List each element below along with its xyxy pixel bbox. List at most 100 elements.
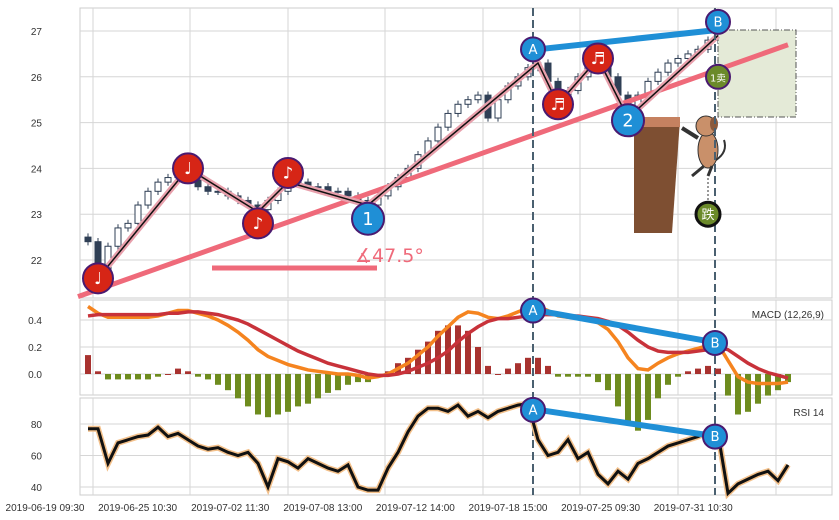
marker-label: B (710, 337, 719, 352)
macd-histogram-bar (265, 374, 271, 418)
cliff-shape (634, 118, 680, 233)
macd-histogram-bar (505, 368, 511, 374)
macd-histogram-bar (255, 374, 261, 415)
macd-histogram-bar (535, 357, 541, 374)
angle-label: ∡47.5° (355, 245, 424, 267)
macd-histogram-bar (485, 365, 491, 374)
marker-circle (82, 262, 114, 295)
macd-histogram-bar (515, 363, 521, 374)
macd-histogram-bar (735, 374, 741, 415)
marker-circle (702, 423, 728, 450)
candle-body (474, 94, 482, 101)
macd-histogram-bar (415, 349, 421, 374)
marker-blue: A (520, 36, 546, 63)
macd-histogram-bar (355, 374, 361, 383)
macd-histogram-bar (705, 365, 711, 374)
candle-body (494, 99, 502, 119)
macd-histogram-bar (575, 374, 581, 377)
dog-part (680, 126, 700, 140)
dog-part (691, 164, 705, 178)
macd-histogram-bar (275, 374, 281, 415)
marker-blue: B (705, 8, 731, 35)
macd-histogram-bar (195, 374, 201, 377)
macd-histogram-bar (85, 355, 91, 374)
cliff-top (634, 117, 680, 127)
rsi-panel (88, 400, 791, 500)
macd-histogram-bar (555, 374, 561, 377)
marker-circle (705, 8, 731, 35)
marker-label: 跌 (701, 207, 714, 223)
marker-blue: B (702, 423, 728, 450)
marker-circle (242, 207, 274, 240)
dog-part (697, 131, 719, 169)
macd-histogram-bar (605, 374, 611, 391)
macd-histogram-bar (205, 374, 211, 380)
macd-histogram-bar (655, 374, 661, 399)
candle-body (344, 190, 352, 197)
macd-histogram-bar (285, 374, 291, 412)
macd-tick-label: 0.0 (28, 370, 42, 381)
marker-red: ♪ (272, 156, 304, 189)
rsi-tick-label: 40 (31, 483, 43, 494)
marker-red: ♩ (172, 152, 204, 185)
macd-histogram-bar (545, 365, 551, 374)
candle-body (154, 181, 162, 192)
macd-histogram-bar (425, 341, 431, 374)
marker-blue: 1 (351, 201, 385, 236)
marker-dark: 跌 (694, 200, 722, 228)
markers: ♩ ♩ ♪ ♪ 1 A ♬ ♬ 2 B 1卖跌 A B A B (82, 8, 731, 450)
marker-red: ♬ (582, 42, 614, 75)
macd-histogram-bar (715, 368, 721, 374)
marker-blue: 2 (611, 103, 645, 138)
marker-label: ♪ (253, 214, 264, 233)
candle-body (204, 186, 212, 192)
marker-label: 1卖 (710, 73, 726, 84)
x-tick-label: 2019-07-25 09:30 (561, 503, 640, 514)
overlays (77, 8, 797, 495)
marker-label: 1 (362, 210, 373, 230)
candle-body (464, 99, 472, 105)
macd-histogram-bar (215, 374, 221, 385)
rsi-tick-label: 60 (31, 452, 43, 463)
rsi-line (88, 401, 790, 497)
macd-histogram-bar (155, 374, 161, 377)
macd-histogram-bar (635, 374, 641, 431)
macd-histogram-bar (225, 374, 231, 391)
macd-histogram-bar (495, 374, 501, 375)
marker-circle (694, 200, 722, 228)
marker-circle (520, 396, 546, 423)
marker-circle (520, 297, 546, 324)
marker-blue: A (520, 297, 546, 324)
macd-histogram-bar (295, 374, 301, 407)
marker-green: 1卖 (705, 63, 731, 90)
candle-body (124, 222, 132, 229)
rsi-title: RSI 14 (793, 408, 824, 419)
marker-label: A (528, 304, 537, 319)
x-tick-label: 2019-07-08 13:00 (283, 503, 362, 514)
macd-histogram-bar (745, 374, 751, 412)
price-tick-label: 26 (31, 73, 43, 84)
marker-label: A (528, 403, 537, 418)
marker-red: ♪ (242, 207, 274, 240)
macd-title: MACD (12,26,9) (752, 310, 824, 321)
macd-histogram-bar (115, 374, 121, 380)
dog-part (706, 165, 714, 177)
zigzag-core-line (97, 35, 719, 279)
candle-body (144, 190, 152, 206)
macd-histogram-bar (325, 374, 331, 393)
marker-label: ♩ (184, 159, 192, 178)
macd-dea-line (87, 310, 789, 380)
marker-circle (702, 329, 728, 356)
marker-label: ♪ (283, 164, 294, 183)
macd-histogram-bar (475, 347, 481, 374)
macd-histogram-bar (525, 357, 531, 374)
candle-body (164, 177, 172, 183)
marker-circle (542, 88, 574, 121)
macd-histogram-bar (345, 374, 351, 385)
axes: 22 23 24 25 26 27 0.0 0.2 0.4 40 60 80 2019-06-19 09… (6, 27, 734, 514)
x-tick-label: 2019-07-31 10:30 (654, 503, 733, 514)
candle-body (454, 103, 462, 114)
x-tick-label: 2019-06-19 09:30 (6, 503, 85, 514)
macd-histogram-bar (405, 357, 411, 374)
